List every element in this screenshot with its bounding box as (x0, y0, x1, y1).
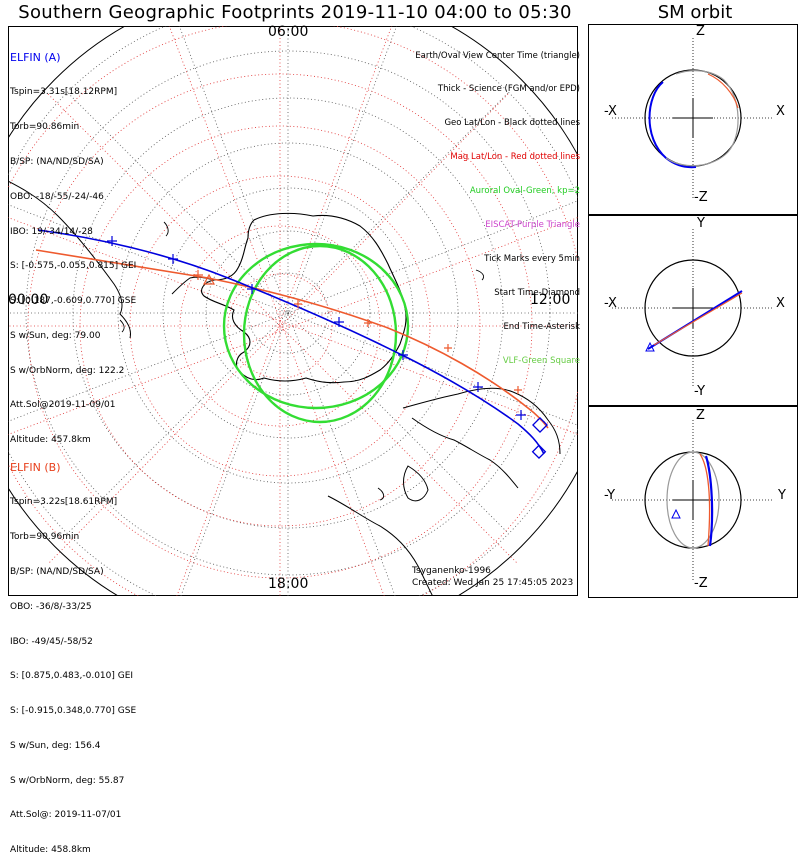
orbit1-bottom-label: -Z (694, 190, 708, 205)
hour-label-right: 12:00 (530, 292, 571, 308)
footprint-map (8, 26, 578, 596)
legend-item: EISCAT-Purple Triangle (485, 220, 580, 231)
orbit-panel-xz (588, 24, 798, 215)
africa-coastline (327, 495, 434, 596)
orbit3-top-label: Z (696, 408, 705, 423)
legend-item: Start Time-Diamond (494, 287, 580, 298)
legend-item: Thick - Science (FGM and/or EPD) (437, 84, 580, 95)
legend-item: VLF-Green Square (502, 355, 580, 366)
elfin-b-track (35, 249, 549, 429)
elfin-a-end-marker (531, 444, 547, 459)
legend-item: Geo Lat/Lon - Black dotted lines (444, 118, 580, 129)
elfin-a-line: Altitude: 457.8km (10, 435, 91, 446)
elfin-b-line: S w/Sun, deg: 156.4 (10, 740, 101, 751)
islands (119, 221, 485, 501)
elfin-b-info: ELFIN (B) Tspin=3.22s[18.61RPM] Torb=90.… (10, 438, 136, 868)
orbit-title: SM orbit (657, 2, 733, 23)
elfin-a-line: S w/Sun, deg: 79.00 (10, 330, 101, 341)
elfin-b-line: S w/OrbNorm, deg: 55.87 (10, 775, 125, 786)
orbit1-right-label: X (776, 104, 785, 119)
orbit2-top-label: Y (697, 216, 705, 231)
auroral-oval-outer (222, 242, 410, 410)
elfin-a-track (37, 229, 545, 455)
orbit-panel-yz (588, 406, 798, 598)
elfin-b-line: Tspin=3.22s[18.61RPM] (10, 497, 118, 508)
orbit3-bottom-label: -Z (694, 576, 708, 591)
orbit1-top-label: Z (696, 24, 705, 39)
legend-item: End Time-Asterisk (503, 321, 580, 332)
elfin-b-line: S: [0.875,0.483,-0.010] GEI (10, 671, 134, 682)
elfin-b-line: Torb=90.96min (10, 532, 80, 543)
elfin-a-line: S w/OrbNorm, deg: 122.2 (10, 365, 125, 376)
elfin-b-ticks (193, 270, 522, 394)
elfin-a-line: S: [-0.575,-0.055,0.815] GEI (10, 261, 137, 272)
orbit1-left-label: -X (604, 104, 617, 119)
madagascar-coastline (403, 465, 429, 502)
legend-item: Auroral Oval-Green, kp=2 (469, 186, 580, 197)
elfin-a-info: ELFIN (A) Tspin=3.31s[18.12RPM] Torb=90.… (10, 28, 136, 458)
legend-item: Earth/Oval View Center Time (triangle) (415, 50, 580, 61)
elfin-a-start-diamond (532, 417, 548, 433)
elfin-b-line: B/SP: (NA/ND/SD/SA) (10, 566, 104, 577)
mag-lat-grid (8, 26, 578, 596)
australia-coastline (402, 387, 561, 489)
orbit2-right-label: X (776, 296, 785, 311)
orbit3-right-label: Y (778, 488, 786, 503)
elfin-a-line: B/SP: (NA/ND/SD/SA) (10, 156, 104, 167)
orbit2-left-label: -X (604, 296, 617, 311)
model-credit: Tsyganenko-1996 (412, 566, 491, 576)
elfin-a-line: IBO: 19/-34/14/-28 (10, 226, 93, 237)
elfin-b-line: S: [-0.915,0.348,0.770] GSE (10, 706, 137, 717)
elfin-a-line: OBO: -18/-55/-24/-46 (10, 191, 104, 202)
sm-orbit-panels (588, 24, 798, 598)
created-timestamp: Created: Wed Jan 25 17:45:05 2023 (412, 578, 574, 588)
hour-label-bottom: 18:00 (268, 576, 309, 592)
elfin-a-line: Att.Sol@2019-11-09/01 (10, 400, 116, 411)
elfin-b-line: Att.Sol@: 2019-11-07/01 (10, 810, 122, 821)
orbit2-bottom-label: -Y (694, 384, 706, 399)
legend: Earth/Oval View Center Time (triangle) T… (415, 28, 580, 378)
south-america-coastline (8, 180, 131, 339)
elfin-a-name: ELFIN (A) (10, 51, 61, 65)
orbit3-left-label: -Y (604, 488, 616, 503)
elfin-b-line: Altitude: 458.8km (10, 845, 91, 856)
elfin-a-line: Tspin=3.31s[18.12RPM] (10, 87, 118, 98)
elfin-b-line: IBO: -49/45/-58/52 (10, 636, 93, 647)
elfin-b-start-triangle (202, 273, 216, 285)
hour-label-top: 06:00 (268, 24, 309, 40)
legend-item: Mag Lat/Lon - Red dotted lines (450, 152, 580, 163)
elfin-b-name: ELFIN (B) (10, 461, 61, 475)
auroral-oval-inner (242, 244, 398, 424)
geo-lat-grid (8, 26, 578, 596)
hour-label-left: 00:00 (8, 292, 49, 308)
elfin-b-line: OBO: -36/8/-33/25 (10, 601, 92, 612)
elfin-a-line: Torb=90.86min (10, 122, 80, 133)
elfin-a-ticks (107, 236, 526, 420)
map-frame (8, 26, 578, 596)
elfin-a-line: S: [0.187,-0.609,0.770] GSE (10, 296, 137, 307)
legend-item: Tick Marks every 5min (484, 253, 580, 264)
orbit-panel-xy (588, 215, 798, 406)
